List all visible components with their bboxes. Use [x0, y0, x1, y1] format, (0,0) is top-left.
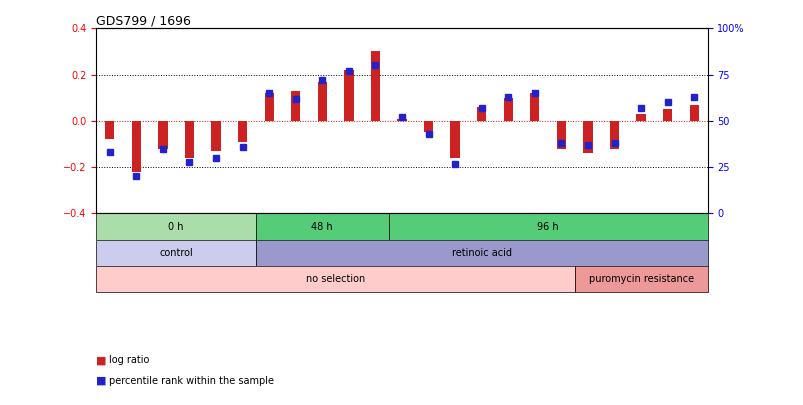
Bar — [238, 121, 247, 142]
Text: puromycin resistance: puromycin resistance — [588, 274, 693, 284]
Bar — [503, 98, 512, 121]
Bar — [317, 81, 327, 121]
Bar — [689, 105, 698, 121]
Bar — [556, 121, 565, 149]
Bar — [158, 121, 167, 149]
Bar — [96, 266, 574, 292]
Text: ■: ■ — [96, 376, 107, 386]
Bar — [344, 70, 353, 121]
Text: 96 h: 96 h — [536, 222, 558, 232]
Text: GDS799 / 1696: GDS799 / 1696 — [96, 14, 191, 27]
Text: control: control — [159, 247, 193, 258]
Text: retinoic acid: retinoic acid — [451, 247, 511, 258]
Bar — [388, 213, 707, 239]
Bar — [397, 119, 406, 121]
Bar — [370, 51, 380, 121]
Bar — [291, 91, 300, 121]
Bar — [211, 121, 220, 151]
Bar — [96, 239, 255, 266]
Bar — [264, 93, 274, 121]
Bar — [255, 239, 707, 266]
Bar — [529, 93, 539, 121]
Bar — [583, 121, 592, 153]
Text: 0 h: 0 h — [168, 222, 184, 232]
Bar — [96, 213, 255, 239]
Bar — [450, 121, 459, 158]
Bar — [574, 266, 707, 292]
Text: log ratio: log ratio — [108, 356, 149, 365]
Bar — [636, 114, 645, 121]
Bar — [132, 121, 141, 172]
Bar — [662, 109, 671, 121]
Text: 48 h: 48 h — [311, 222, 332, 232]
Bar — [609, 121, 618, 149]
Text: no selection: no selection — [306, 274, 365, 284]
Bar — [423, 121, 433, 132]
Bar — [105, 121, 114, 139]
Text: percentile rank within the sample: percentile rank within the sample — [108, 376, 273, 386]
Text: ■: ■ — [96, 356, 107, 365]
Bar — [476, 107, 486, 121]
Bar — [185, 121, 194, 158]
Bar — [255, 213, 388, 239]
